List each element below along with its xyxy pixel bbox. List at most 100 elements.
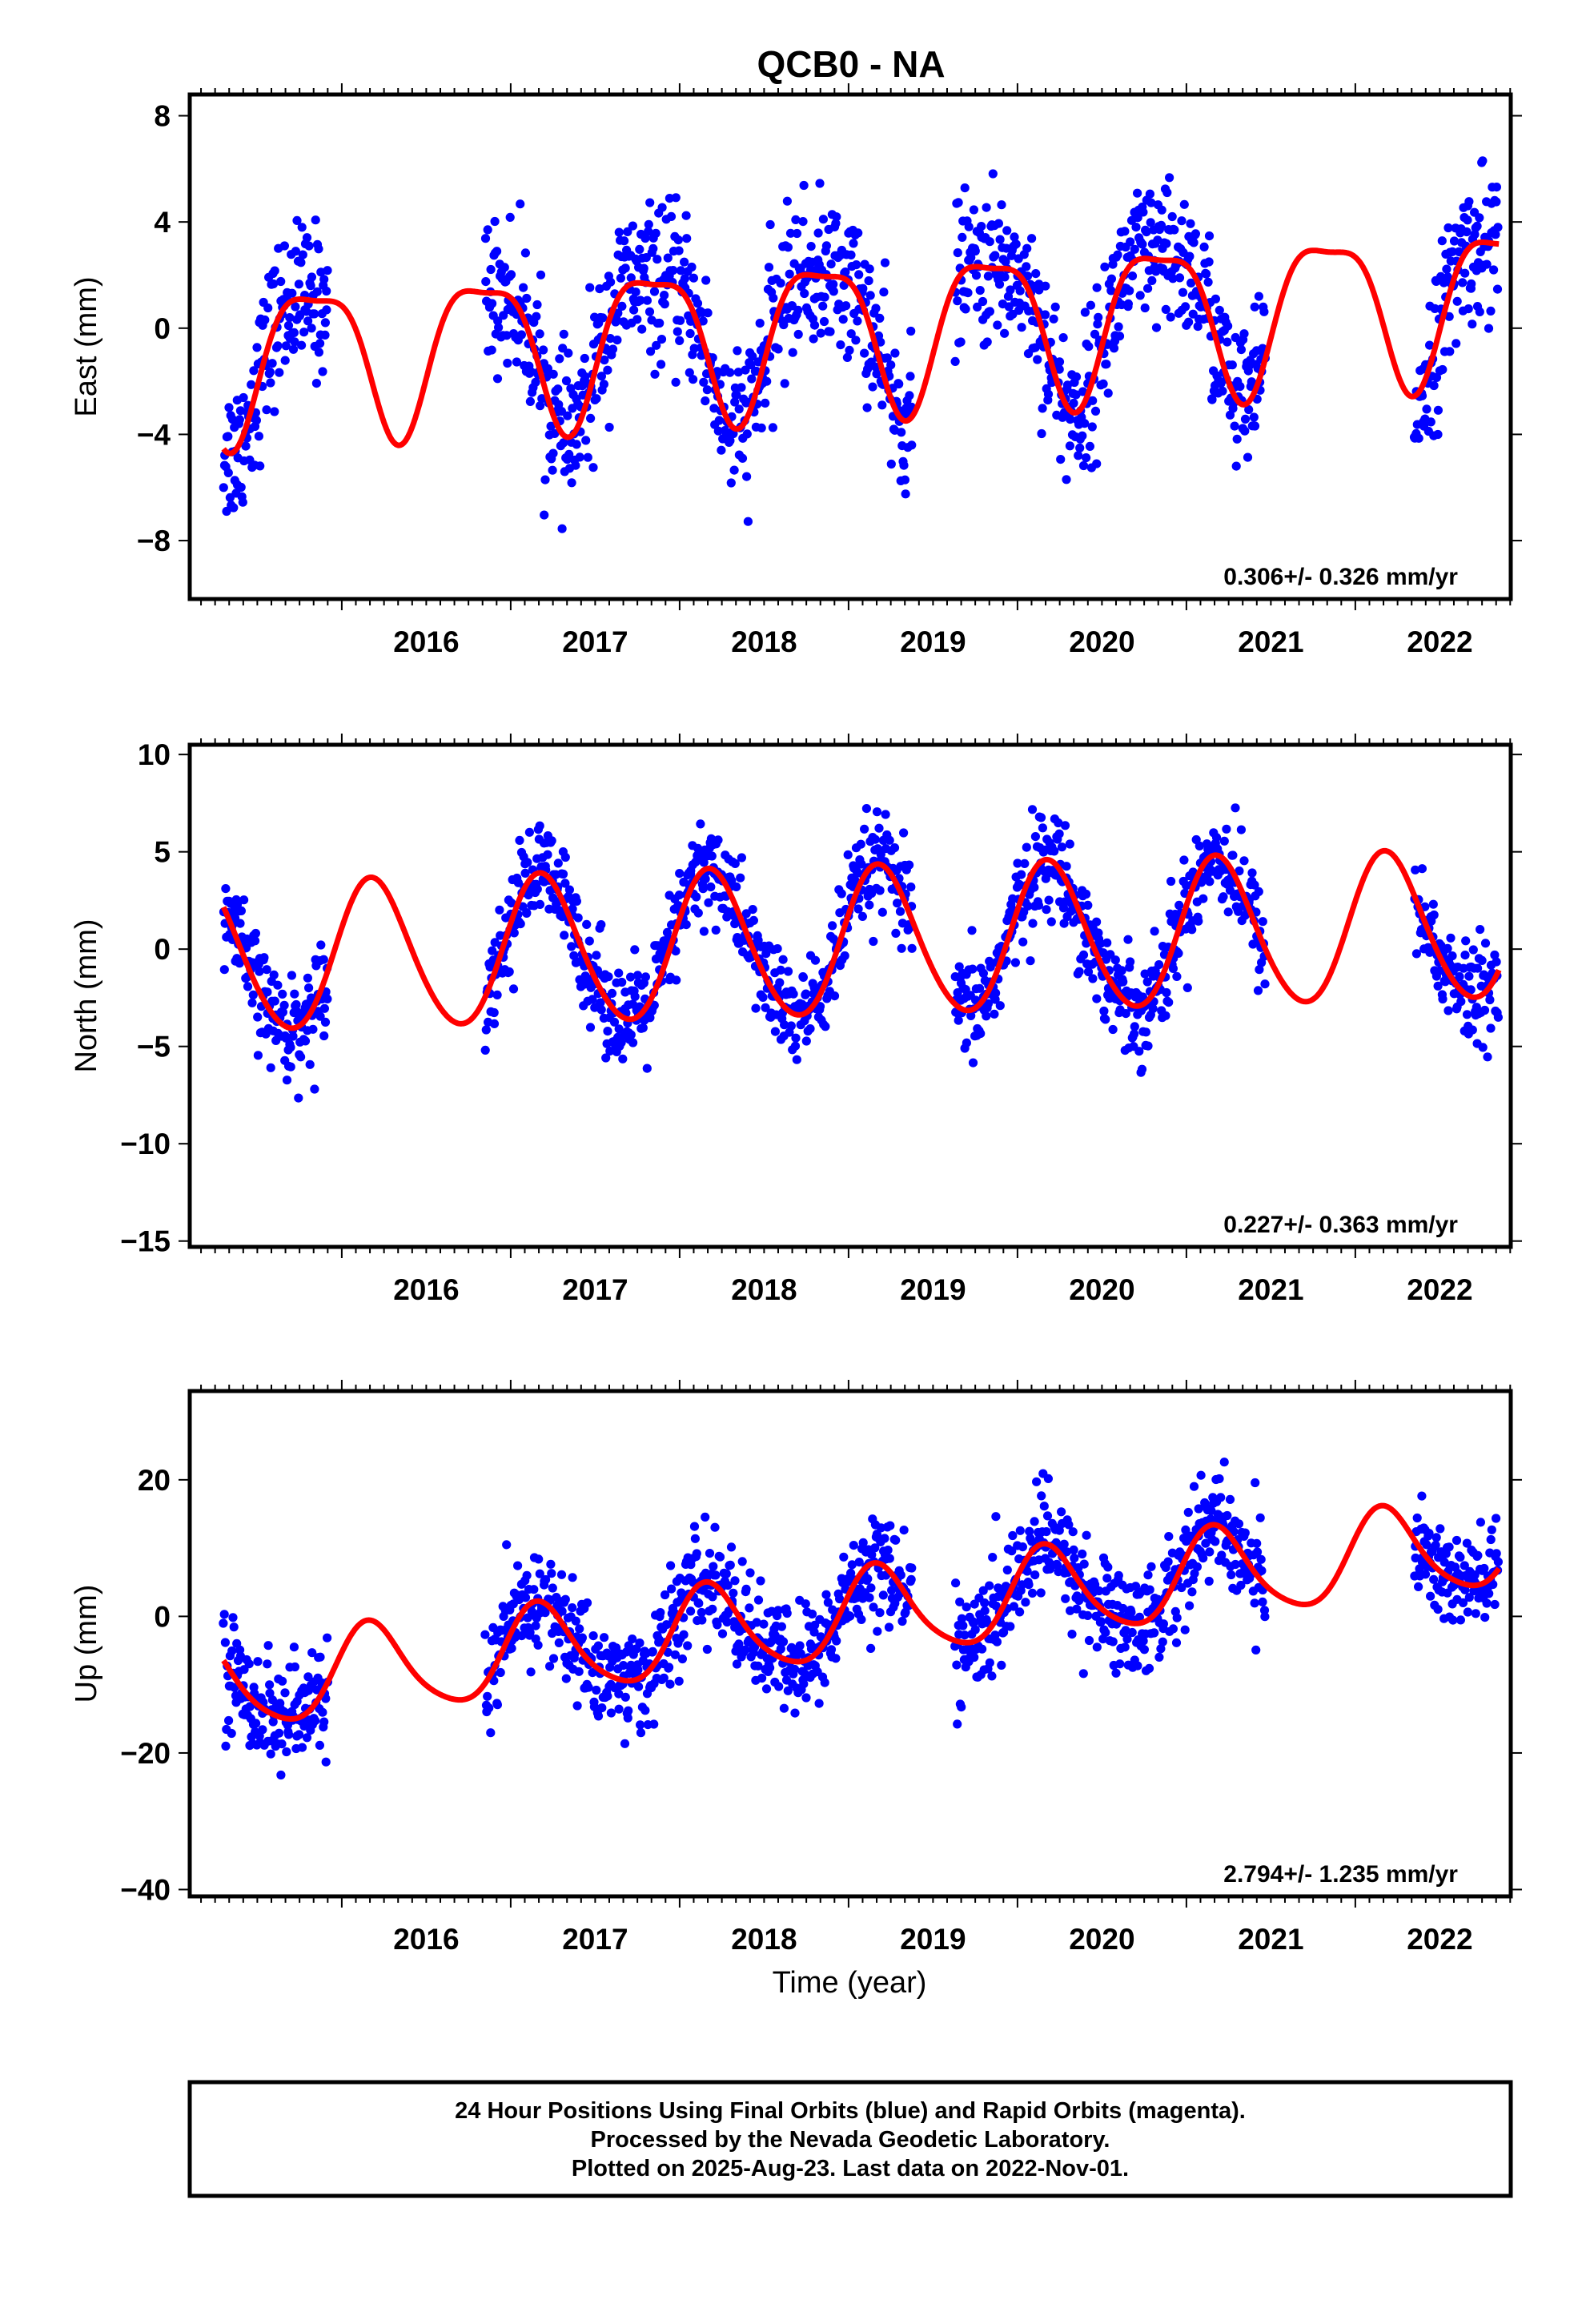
data-point — [307, 272, 316, 282]
data-point — [676, 266, 686, 275]
data-point — [1466, 985, 1476, 995]
data-point — [851, 336, 861, 345]
data-point — [1106, 286, 1116, 296]
data-point — [268, 279, 279, 289]
data-point — [304, 241, 314, 251]
data-point — [773, 344, 783, 354]
data-point — [666, 1561, 676, 1570]
data-point — [1460, 268, 1470, 278]
data-point — [790, 1708, 800, 1718]
data-point — [957, 1703, 966, 1712]
data-point — [660, 300, 669, 309]
data-point — [890, 348, 900, 358]
data-point — [866, 1643, 876, 1653]
data-point — [286, 1062, 295, 1072]
data-point — [585, 1023, 596, 1032]
data-point — [652, 255, 662, 264]
data-point — [886, 459, 896, 469]
data-point — [1431, 372, 1442, 382]
data-point — [559, 438, 568, 448]
data-point — [1217, 1550, 1227, 1560]
data-point — [986, 963, 995, 972]
data-point — [516, 199, 525, 209]
data-point — [669, 266, 678, 275]
data-point — [1143, 1041, 1153, 1051]
data-point — [504, 967, 514, 977]
data-point — [1194, 916, 1203, 926]
data-point — [768, 423, 778, 432]
data-point — [1168, 963, 1178, 973]
data-point — [988, 169, 998, 179]
data-point — [1162, 239, 1171, 248]
data-point — [815, 179, 825, 188]
data-point — [1162, 187, 1172, 198]
data-point — [265, 1680, 275, 1690]
data-point — [1443, 272, 1452, 282]
data-point — [593, 1711, 604, 1721]
data-point — [1015, 286, 1025, 296]
data-point — [737, 453, 748, 463]
data-point — [224, 1715, 234, 1726]
data-point — [994, 219, 1003, 228]
data-point — [780, 379, 789, 388]
data-point — [628, 221, 638, 231]
data-point — [783, 243, 793, 252]
data-point — [1085, 441, 1094, 452]
data-point — [1114, 322, 1123, 332]
data-point — [801, 989, 811, 999]
data-point — [876, 850, 885, 859]
data-point — [674, 246, 684, 255]
data-point — [1127, 1627, 1137, 1638]
data-point — [732, 390, 741, 400]
data-point — [681, 920, 691, 930]
data-point — [1059, 919, 1069, 928]
data-point — [666, 211, 677, 221]
data-point — [219, 1610, 229, 1619]
data-point — [1207, 1506, 1216, 1516]
data-point — [1447, 247, 1457, 256]
data-point — [559, 329, 568, 339]
data-point — [522, 1570, 532, 1580]
data-point — [729, 1588, 738, 1598]
data-point — [495, 905, 504, 915]
data-point — [1204, 257, 1214, 267]
data-point — [1452, 339, 1461, 348]
data-point — [886, 360, 896, 370]
data-point — [1008, 1530, 1018, 1541]
data-point — [487, 345, 496, 355]
data-point — [1492, 183, 1501, 192]
data-point — [1156, 220, 1166, 230]
data-point — [1189, 1482, 1199, 1491]
data-point — [642, 296, 652, 305]
data-point — [275, 368, 284, 377]
x-tick-label: 2021 — [1238, 625, 1303, 658]
data-point — [1205, 877, 1215, 887]
data-point — [287, 288, 297, 298]
data-point — [315, 1652, 325, 1662]
data-point — [983, 999, 993, 1008]
data-point — [1460, 1585, 1470, 1594]
data-point — [798, 217, 808, 227]
data-point — [1145, 189, 1154, 199]
data-point — [679, 1630, 689, 1639]
data-point — [809, 1627, 819, 1637]
data-point — [1223, 321, 1233, 331]
data-point — [1162, 987, 1171, 998]
data-point — [880, 1534, 889, 1543]
data-point — [572, 1701, 582, 1711]
data-point — [1078, 460, 1089, 471]
data-point — [966, 1011, 976, 1020]
data-point — [1056, 455, 1066, 464]
data-point — [613, 308, 623, 318]
data-point — [885, 835, 894, 845]
data-point — [706, 882, 716, 892]
data-point — [273, 341, 283, 351]
data-point — [1422, 1540, 1431, 1550]
data-point — [314, 244, 323, 254]
data-point — [786, 1021, 796, 1031]
data-point — [1115, 1659, 1125, 1669]
data-point — [1157, 205, 1166, 215]
data-point — [548, 1583, 557, 1593]
data-point — [1480, 1005, 1490, 1015]
data-point — [707, 851, 717, 861]
